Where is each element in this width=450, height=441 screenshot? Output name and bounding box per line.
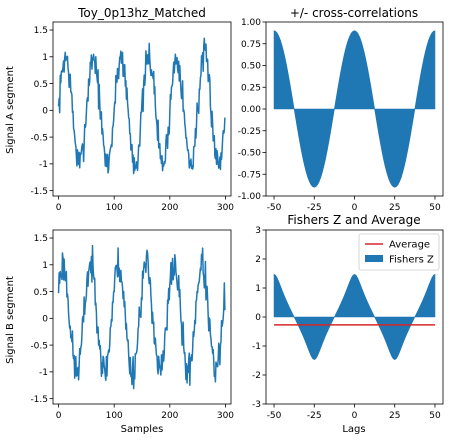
y-tick-label: -1.5 bbox=[30, 187, 48, 197]
legend-fishers-z-swatch bbox=[365, 255, 383, 262]
chart-signal-a-ylabel: Signal A segment bbox=[5, 66, 16, 154]
x-tick-label: -25 bbox=[307, 411, 322, 421]
x-tick-label: 0 bbox=[56, 203, 62, 213]
y-tick-label: 1.00 bbox=[241, 18, 261, 28]
signal-line bbox=[57, 244, 226, 390]
y-tick-label: -1 bbox=[39, 368, 48, 378]
chart-cross-correlations-title: +/- cross-correlations bbox=[290, 6, 418, 20]
x-tick-label: 200 bbox=[161, 203, 178, 213]
y-tick-label: -0.5 bbox=[30, 133, 48, 143]
y-tick-label: 0.75 bbox=[241, 40, 261, 50]
x-tick-label: 300 bbox=[217, 411, 234, 421]
x-tick-label: -50 bbox=[267, 411, 282, 421]
y-tick-label: 0.5 bbox=[34, 80, 48, 90]
x-tick-label: 50 bbox=[429, 203, 441, 213]
y-tick-label: 1.5 bbox=[34, 234, 48, 244]
y-tick-label: 0.50 bbox=[241, 62, 261, 72]
y-tick-label: 3 bbox=[255, 226, 261, 236]
chart-signal-b-ylabel: Signal B segment bbox=[5, 276, 16, 364]
y-tick-label: -1.5 bbox=[30, 395, 48, 405]
x-tick-label: 0 bbox=[56, 411, 62, 421]
y-tick-label: 0 bbox=[42, 315, 48, 325]
y-tick-label: 0.5 bbox=[34, 288, 48, 298]
x-tick-label: 50 bbox=[429, 411, 441, 421]
x-tick-label: -25 bbox=[307, 203, 322, 213]
y-tick-label: 1 bbox=[42, 261, 48, 271]
x-tick-label: 100 bbox=[106, 203, 123, 213]
legend-fishers-z-label: Fishers Z bbox=[389, 255, 434, 266]
y-tick-label: 1.5 bbox=[34, 26, 48, 36]
chart-fishers-z-xlabel: Lags bbox=[342, 424, 365, 435]
plot-frame bbox=[52, 229, 232, 405]
x-tick-label: 0 bbox=[352, 203, 358, 213]
y-tick-label: 0.25 bbox=[241, 83, 261, 93]
chart-signal-a-title: Toy_0p13hz_Matched bbox=[77, 6, 206, 20]
y-tick-label: -1 bbox=[39, 160, 48, 170]
y-tick-label: 2 bbox=[255, 255, 261, 265]
y-tick-label: 1 bbox=[42, 53, 48, 63]
y-tick-label: 0 bbox=[255, 313, 261, 323]
signal-line bbox=[57, 37, 226, 175]
chart-cross-correlations: +/- cross-correlations -50 -25 0 25 50 -1.00 -… bbox=[238, 6, 444, 213]
y-tick-label: -0.50 bbox=[238, 149, 262, 159]
y-tick-label: 0.00 bbox=[241, 105, 261, 115]
y-tick-label: -0.25 bbox=[238, 127, 261, 137]
y-tick-label: 1 bbox=[255, 284, 261, 294]
x-tick-label: 300 bbox=[217, 203, 234, 213]
x-tick-label: 25 bbox=[389, 411, 400, 421]
chart-signal-b: Signal B segment Samples 0 100 200 300 -1.5 -… bbox=[5, 229, 234, 435]
chart-fishers-z: Fishers Z and Average Lags Average Fisher… bbox=[252, 213, 444, 435]
x-tick-label: 0 bbox=[352, 411, 358, 421]
y-tick-label: -0.5 bbox=[30, 341, 48, 351]
y-tick-label: -1 bbox=[252, 342, 261, 352]
y-tick-label: -0.75 bbox=[238, 170, 261, 180]
fishers-z-area bbox=[273, 273, 436, 361]
y-tick-label: -3 bbox=[252, 400, 261, 410]
cross-correlation-area bbox=[273, 30, 436, 188]
y-tick-label: 0 bbox=[42, 107, 48, 117]
chart-signal-b-xlabel: Samples bbox=[121, 424, 164, 435]
y-tick-label: -2 bbox=[252, 371, 261, 381]
x-tick-label: 200 bbox=[161, 411, 178, 421]
chart-fishers-z-title: Fishers Z and Average bbox=[287, 213, 420, 227]
y-tick-label: -1.00 bbox=[238, 192, 262, 202]
plot-frame bbox=[52, 21, 232, 197]
x-tick-label: -50 bbox=[267, 203, 282, 213]
chart-signal-a: Toy_0p13hz_Matched Signal A segment 0 100… bbox=[5, 6, 234, 213]
x-tick-label: 100 bbox=[106, 411, 123, 421]
legend: Average Fishers Z bbox=[358, 233, 440, 271]
x-tick-label: 25 bbox=[389, 203, 400, 213]
legend-average-label: Average bbox=[389, 240, 430, 251]
